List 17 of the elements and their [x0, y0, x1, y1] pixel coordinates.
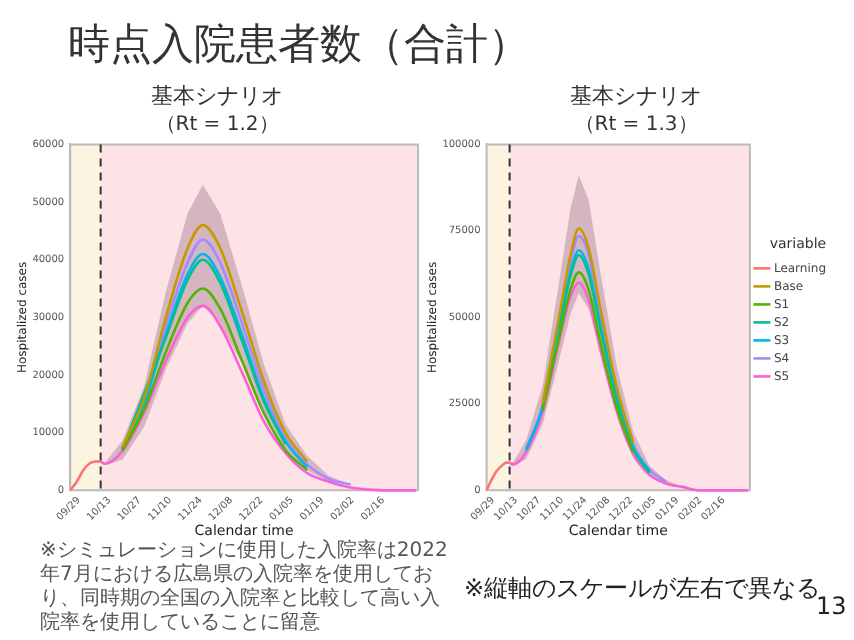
text: ※シミュレーションに使用した入院率は2022年7月における広島県の入院率を使用しており、同時期の全国の入院率と比較して高い入院率を使用していることに留意 [40, 540, 450, 636]
chart-subtitle: （Rt = 1.2） [155, 113, 279, 136]
text: 13 [816, 592, 847, 620]
line-series [68, 460, 102, 492]
line-series [541, 271, 635, 454]
text: 時点入院患者数（合計） [68, 18, 530, 72]
line-series [508, 281, 750, 492]
chart-title: 基本シナリオ [570, 82, 702, 109]
text: ※縦軸のスケールが左右で異なる [464, 572, 821, 602]
chart-subtitle: （Rt = 1.3） [574, 113, 698, 136]
line-series [557, 253, 651, 475]
line-series [99, 304, 418, 492]
chart-title: 基本シナリオ [151, 82, 283, 109]
line-series [541, 227, 635, 444]
line-series [121, 258, 287, 451]
line-series [121, 287, 309, 472]
line-series [485, 461, 511, 492]
